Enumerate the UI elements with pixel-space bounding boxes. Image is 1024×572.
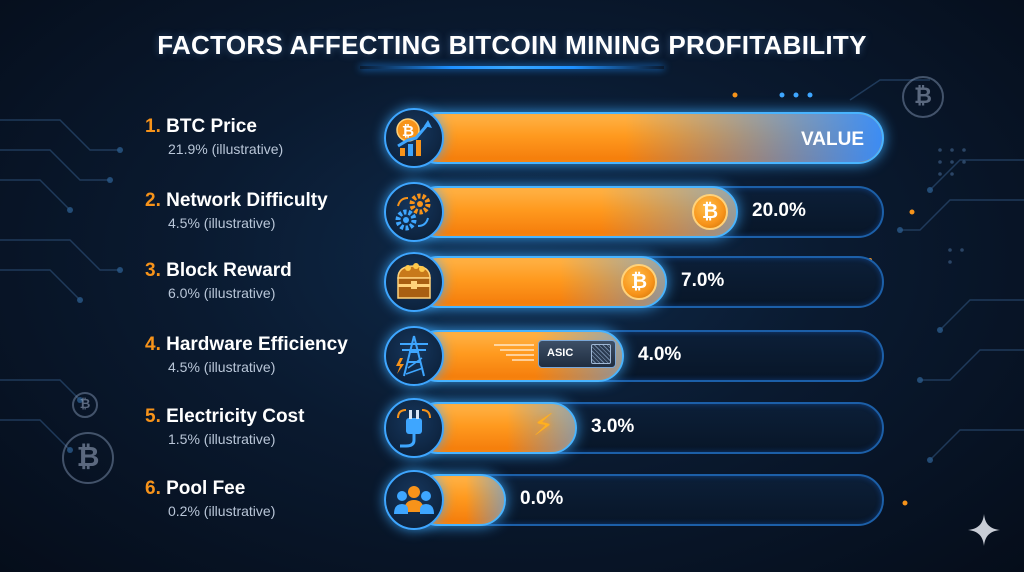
bar-fill: VALUE	[412, 112, 884, 164]
category-label: 1. BTC Price	[145, 116, 257, 138]
plug-icon	[384, 398, 444, 458]
users-icon	[384, 470, 444, 530]
bitcoin-coin-icon: ₿	[692, 194, 728, 230]
treasure-chest-icon	[384, 252, 444, 312]
bitcoin-coin-icon: ₿	[621, 264, 657, 300]
bar-row: 2. Network Difficulty 4.5% (illustrative)…	[0, 182, 1024, 242]
bar-row: 3. Block Reward 6.0% (illustrative) 7.0% ₿	[0, 252, 1024, 312]
fan-icon	[591, 344, 611, 364]
category-label: 2. Network Difficulty	[145, 190, 328, 212]
gears-icon	[384, 182, 444, 242]
bitcoin-watermark-icon: ₿	[902, 76, 944, 118]
category-number: 6.	[145, 478, 167, 499]
category-subtitle: 1.5% (illustrative)	[168, 431, 276, 447]
speed-line	[500, 349, 534, 351]
bar-value-label: 0.0%	[520, 488, 564, 509]
category-number: 3.	[145, 260, 167, 281]
category-label: 4. Hardware Efficiency	[145, 334, 348, 356]
bar-value-label: VALUE	[801, 129, 864, 150]
category-number: 1.	[145, 116, 167, 137]
category-name: BTC Price	[166, 116, 257, 137]
asic-label: ASIC	[547, 347, 574, 359]
bitcoin-watermark-icon: ₿	[72, 392, 98, 418]
category-label: 5. Electricity Cost	[145, 406, 304, 428]
bar-fill	[412, 186, 738, 238]
category-name: Block Reward	[166, 260, 292, 281]
category-name: Pool Fee	[166, 478, 246, 499]
title-underline	[360, 66, 664, 69]
category-label: 3. Block Reward	[145, 260, 292, 282]
category-subtitle: 21.9% (illustrative)	[168, 141, 284, 157]
btc-chart-icon: ₿	[384, 108, 444, 168]
bar-value-label: 3.0%	[591, 416, 635, 437]
bar-value-label: 7.0%	[681, 270, 725, 291]
bar-row: 6. Pool Fee 0.2% (illustrative) 0.0%	[0, 470, 1024, 530]
speed-line	[506, 354, 534, 356]
speed-line	[494, 344, 534, 346]
lightning-icon: ⚡	[533, 409, 555, 442]
category-number: 5.	[145, 406, 167, 427]
sparkle-icon	[968, 514, 1000, 546]
category-name: Electricity Cost	[166, 406, 305, 427]
category-name: Hardware Efficiency	[166, 334, 348, 355]
category-subtitle: 0.2% (illustrative)	[168, 503, 276, 519]
page-title: FACTORS AFFECTING BITCOIN MINING PROFITA…	[157, 30, 867, 60]
category-number: 2.	[145, 190, 167, 211]
bitcoin-watermark-icon: ₿	[62, 432, 114, 484]
svg-text:₿: ₿	[402, 122, 414, 140]
power-tower-icon	[384, 326, 444, 386]
category-label: 6. Pool Fee	[145, 478, 245, 500]
category-subtitle: 4.5% (illustrative)	[168, 215, 276, 231]
category-name: Network Difficulty	[166, 190, 328, 211]
bar-row: 4. Hardware Efficiency 4.5% (illustrative…	[0, 326, 1024, 386]
bar-row: 1. BTC Price 21.9% (illustrative) VALUE ₿	[0, 108, 1024, 168]
bar-value-label: 4.0%	[638, 344, 682, 365]
category-subtitle: 4.5% (illustrative)	[168, 359, 276, 375]
category-number: 4.	[145, 334, 167, 355]
bar-row: 5. Electricity Cost 1.5% (illustrative) 3.…	[0, 398, 1024, 458]
bar-value-label: 20.0%	[752, 200, 806, 221]
speed-line	[512, 359, 534, 361]
asic-miner-icon: ASIC	[538, 340, 616, 368]
category-subtitle: 6.0% (illustrative)	[168, 285, 276, 301]
